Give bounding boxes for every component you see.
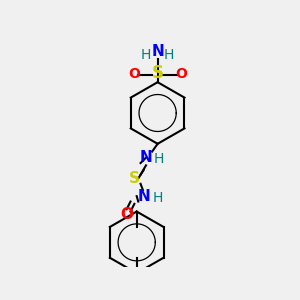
Text: O: O <box>175 68 187 82</box>
Text: S: S <box>129 171 140 186</box>
Text: H: H <box>141 48 151 62</box>
Text: O: O <box>128 68 140 82</box>
Text: H: H <box>164 48 174 62</box>
Text: H: H <box>154 152 164 166</box>
Text: S: S <box>152 64 164 82</box>
Text: N: N <box>140 150 152 165</box>
Text: H: H <box>152 191 163 205</box>
Text: O: O <box>120 207 133 222</box>
Text: N: N <box>138 189 151 204</box>
Text: N: N <box>151 44 164 59</box>
